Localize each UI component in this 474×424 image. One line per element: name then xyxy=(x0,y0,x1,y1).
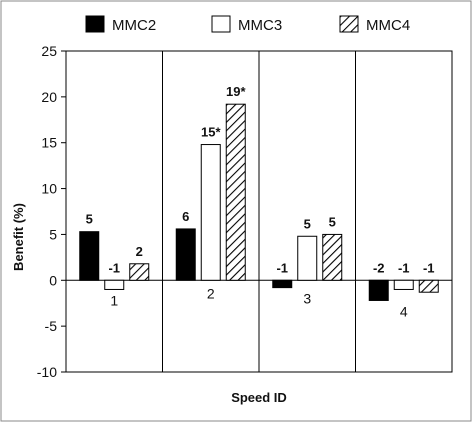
legend-swatch-mmc4 xyxy=(339,15,359,33)
data-label: -2 xyxy=(373,260,385,275)
bar-mmc2-cat-1 xyxy=(79,231,100,281)
y-tick-label: -10 xyxy=(37,364,57,380)
data-label: -1 xyxy=(423,260,435,275)
y-tick-label: 20 xyxy=(41,89,57,105)
y-tick-label: 15 xyxy=(41,135,57,151)
bar-mmc3-cat-3 xyxy=(297,235,318,281)
data-label: 5 xyxy=(329,214,336,229)
legend-swatch-mmc2 xyxy=(85,15,105,33)
y-axis-title: Benefit (%) xyxy=(11,203,26,271)
legend-label: MMC3 xyxy=(238,17,282,34)
data-label: -1 xyxy=(398,260,410,275)
legend-label: MMC2 xyxy=(112,17,156,34)
category-label: 1 xyxy=(110,292,118,308)
y-tick-label: 10 xyxy=(41,181,57,197)
data-labels: 5 -1 2 6 15* 19* -1 5 5 -2 -1 -1 xyxy=(86,84,435,275)
category-label: 4 xyxy=(400,303,408,319)
bar-mmc3-cat-2 xyxy=(200,144,221,281)
bar-mmc3-cat-1 xyxy=(104,279,125,290)
data-label: 5 xyxy=(86,212,93,227)
data-label: 6 xyxy=(182,209,189,224)
legend-label: MMC4 xyxy=(366,17,410,34)
bar-mmc2-cat-2 xyxy=(175,228,196,281)
data-label: -1 xyxy=(108,260,120,275)
bar-mmc2-cat-3 xyxy=(272,279,293,289)
bar-mmc2-cat-4 xyxy=(368,279,389,301)
data-label: 5 xyxy=(304,216,311,231)
legend-swatch-mmc3 xyxy=(211,15,231,33)
bar-mmc4-cat-2 xyxy=(225,103,246,281)
y-tick-label: 5 xyxy=(49,226,57,242)
bar-mmc4-cat-3 xyxy=(322,233,343,281)
category-label: 2 xyxy=(207,285,215,301)
data-label: 19* xyxy=(226,84,246,99)
data-label: -1 xyxy=(276,260,288,275)
plot-area xyxy=(65,50,453,373)
y-tick-label: 0 xyxy=(49,272,57,288)
bar-mmc4-cat-4 xyxy=(418,279,439,293)
bars xyxy=(79,103,439,301)
y-axis-ticks: -10 -5 0 5 10 15 20 25 xyxy=(37,43,66,380)
y-tick-label: -5 xyxy=(45,318,58,334)
data-label: 15* xyxy=(201,125,221,140)
y-tick-label: 25 xyxy=(41,43,57,59)
data-label: 2 xyxy=(136,244,143,259)
category-label: 3 xyxy=(303,291,311,307)
x-axis-title: Speed ID xyxy=(231,390,287,405)
bar-mmc3-cat-4 xyxy=(393,279,414,290)
bar-mmc4-cat-1 xyxy=(129,263,150,281)
category-labels: 1 2 3 4 xyxy=(110,285,408,319)
legend: MMC2 MMC3 MMC4 xyxy=(85,15,410,34)
